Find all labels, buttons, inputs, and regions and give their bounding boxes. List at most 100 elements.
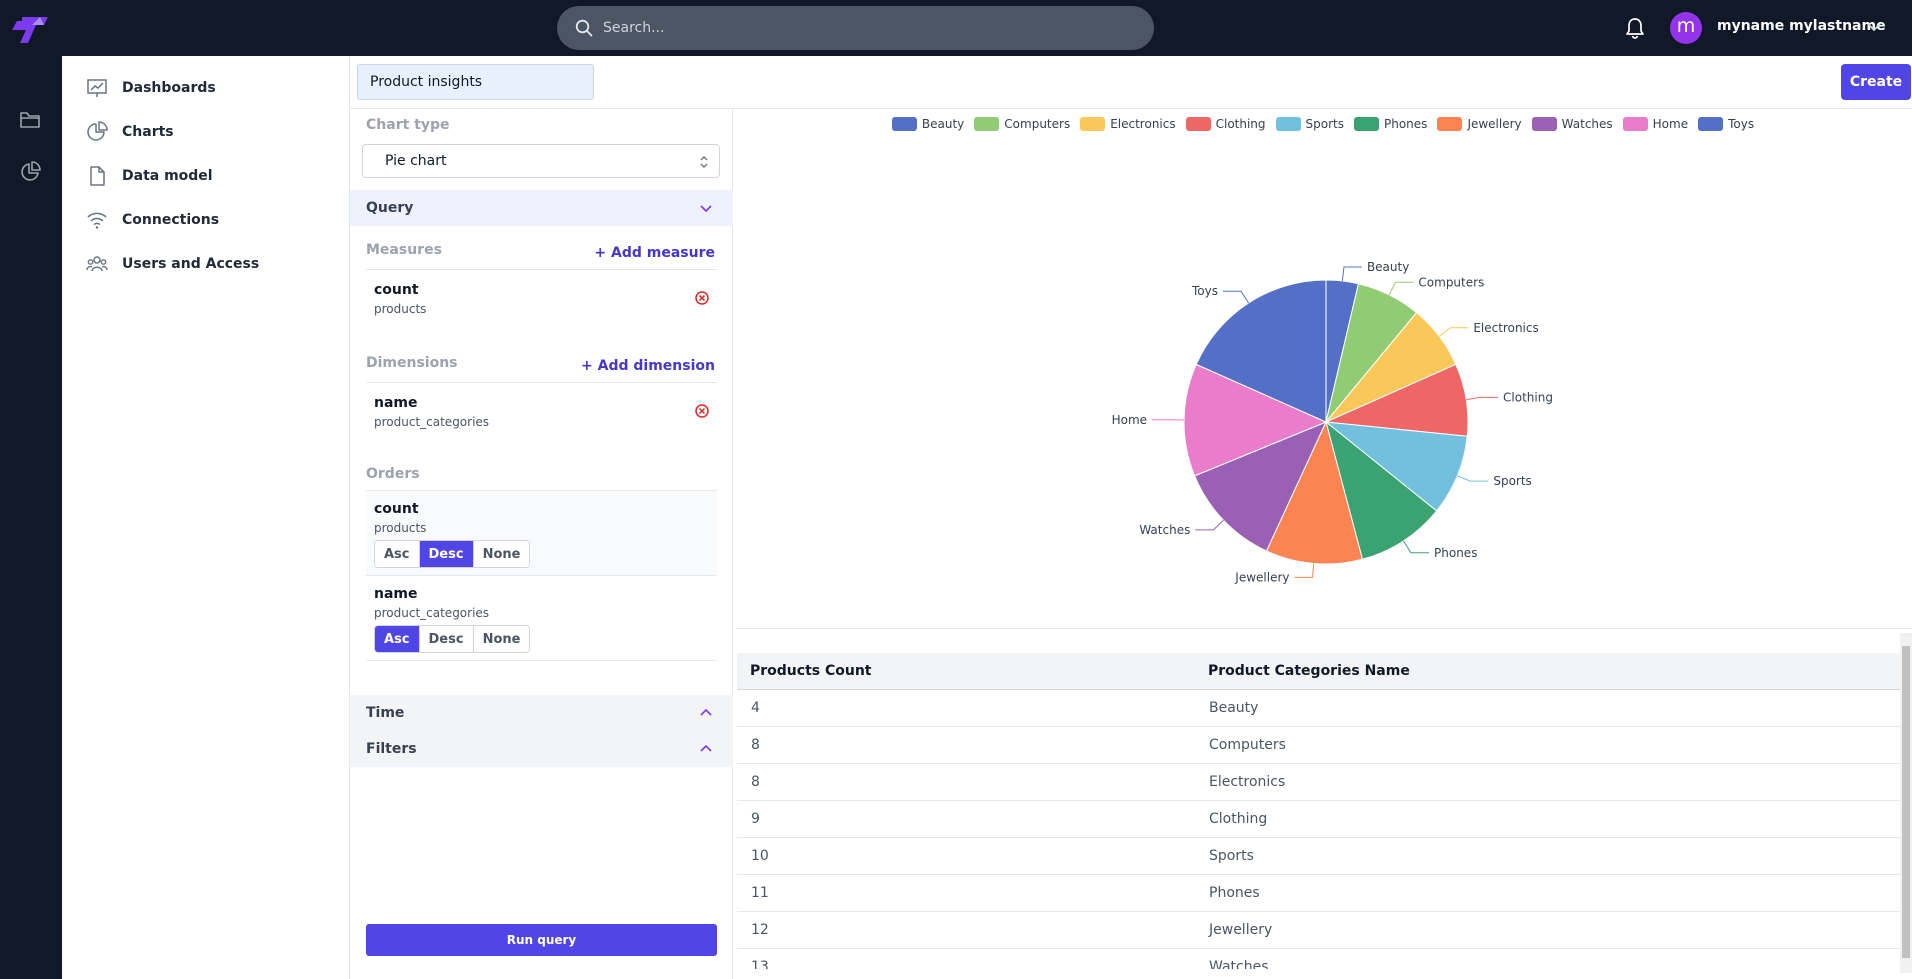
pie-chart: Beauty Computers Electronics Clothing Sports… [1112,260,1553,584]
sidebar-item-users-and-access[interactable]: Users and Access [86,252,259,276]
table-row: 8 Computers [737,726,1900,764]
legend-swatch [1185,117,1211,131]
users-icon [86,256,108,272]
order-desc-button[interactable]: Desc [419,541,474,567]
document-icon [90,166,105,186]
time-section-header[interactable]: Time [350,695,733,731]
order-item [366,576,717,661]
sidebar-item-data-model[interactable]: Data model [86,164,213,188]
query-label: Query [366,200,414,216]
table-row: 8 Electronics [737,763,1900,801]
pie-slice-toys[interactable] [1195,279,1327,423]
legend-item[interactable]: Jewellery [1437,117,1522,131]
legend-item[interactable]: Beauty [891,117,965,131]
column-header: Products Count [737,653,1195,690]
category-name-cell: Computers [1195,726,1900,764]
order-none-button[interactable]: None [473,626,530,652]
query-section-header[interactable]: Query [350,190,733,226]
chevron-up-icon [700,744,712,752]
table-scrollbar[interactable] [1900,633,1912,973]
chevron-down-icon [700,205,712,213]
pie-label-line [1457,475,1489,482]
category-name-cell: Electronics [1195,763,1900,801]
order-asc-button[interactable]: Asc [375,541,420,567]
pie-label-line [1438,327,1469,337]
order-none-button[interactable]: None [473,541,530,567]
sidebar-item-label: Data model [122,168,213,184]
column-header: Product Categories Name [1195,653,1900,690]
sidebar-item-connections[interactable]: Connections [86,208,219,232]
pie-slice-sports[interactable] [1324,421,1468,512]
time-label: Time [366,705,405,721]
filters-section-header[interactable]: Filters [350,731,733,767]
pie-slice-label: Jewellery [1234,570,1289,584]
sidebar-nav: Dashboards Charts Data model Connections [62,56,350,979]
bell-icon[interactable] [1624,16,1646,40]
table-row: 13 Watches [737,948,1900,969]
pie-slice-label: Clothing [1503,390,1553,404]
chart-config-panel: Chart type Pie chart Query Measures + Ad… [350,108,733,979]
pie-slice-jewellery[interactable] [1265,420,1364,565]
dimension-name: name [374,395,418,411]
table-body: 4 Beauty 8 Computers 8 Electronics 9 Clothing 10… [737,689,1900,969]
sidebar-item-label: Charts [122,124,174,140]
legend-item[interactable]: Sports [1275,117,1344,131]
legend-item[interactable]: Watches [1531,117,1613,131]
legend-item[interactable]: Phones [1354,117,1427,131]
results-table: Products Count Product Categories Name 4… [737,653,1900,969]
search-bar[interactable] [557,6,1154,50]
legend-label: Sports [1305,117,1344,131]
legend-item[interactable]: Clothing [1185,117,1266,131]
pie-chart-icon[interactable] [18,160,42,184]
legend-item[interactable]: Toys [1698,117,1754,131]
pie-slice-label: Phones [1434,546,1477,560]
chart-legend: Beauty Computers Electronics Clothing Sports… [734,117,1912,131]
order-table: products [374,521,427,535]
filters-label: Filters [366,741,417,757]
pie-slice-label: Beauty [1367,260,1409,274]
avatar[interactable]: m [1670,12,1702,44]
products-count-cell: 12 [737,911,1195,949]
chart-divider [736,628,1912,629]
legend-swatch [1698,117,1724,131]
divider [366,490,717,491]
category-name-cell: Phones [1195,874,1900,912]
remove-dimension-icon[interactable] [694,403,710,419]
user-name[interactable]: myname mylastname [1717,18,1886,34]
add-measure-button[interactable]: + Add measure [594,245,715,261]
legend-label: Home [1652,117,1689,131]
scrollbar-thumb[interactable] [1902,646,1910,958]
add-dimension-button[interactable]: + Add dimension [581,358,715,374]
legend-label: Beauty [921,117,965,131]
pie-slice-watches[interactable] [1193,421,1327,552]
sidebar-item-dashboards[interactable]: Dashboards [86,76,216,100]
order-asc-button[interactable]: Asc [375,626,420,652]
legend-item[interactable]: Home [1622,117,1689,131]
pie-label-line [1294,563,1315,578]
pie-slice-label: Sports [1493,474,1531,488]
chart-type-value: Pie chart [385,153,447,169]
app-logo-icon[interactable] [8,13,54,49]
sidebar-item-charts[interactable]: Charts [86,120,174,144]
create-button[interactable]: Create [1841,64,1911,100]
chevron-down-icon[interactable] [1866,21,1882,33]
category-name-cell: Beauty [1195,689,1900,727]
legend-item[interactable]: Computers [974,117,1070,131]
remove-measure-icon[interactable] [694,290,710,306]
search-input[interactable] [603,20,1123,36]
run-query-button[interactable]: Run query [366,924,717,956]
category-name-cell: Jewellery [1195,911,1900,949]
pie-slice-label: Computers [1418,275,1484,289]
table-header-row: Products Count Product Categories Name [737,653,1900,690]
legend-swatch [1080,117,1106,131]
order-desc-button[interactable]: Desc [419,626,474,652]
chart-type-select[interactable]: Pie chart [362,144,720,178]
pie-label-line [1466,396,1499,401]
products-count-cell: 8 [737,763,1195,801]
order-table: product_categories [374,606,490,620]
legend-label: Computers [1004,117,1071,131]
chart-title-input[interactable] [357,64,594,100]
folder-icon[interactable] [18,108,42,132]
measures-label: Measures [366,242,442,258]
legend-item[interactable]: Electronics [1080,117,1176,131]
